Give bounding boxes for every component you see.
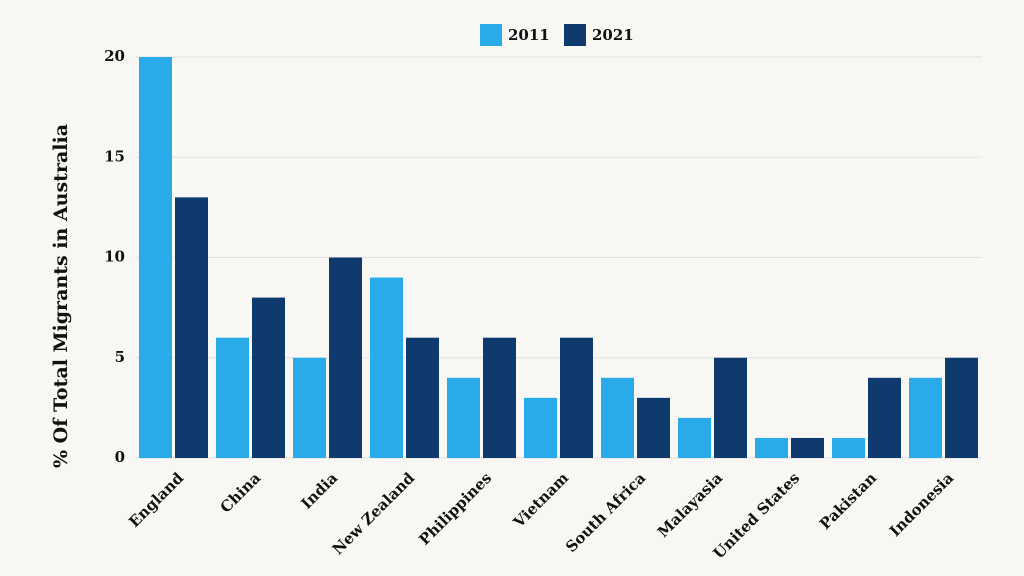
bar: [868, 377, 901, 458]
legend-label: 2021: [592, 26, 634, 44]
bar: [175, 197, 208, 458]
bar: [755, 437, 788, 458]
bar: [329, 257, 362, 458]
legend-swatch: [480, 24, 502, 46]
y-tick-label: 15: [104, 147, 125, 165]
bar: [832, 437, 865, 458]
y-tick-label: 5: [115, 348, 125, 366]
y-tick-label: 0: [115, 448, 125, 466]
bar: [791, 437, 824, 458]
bar: [370, 277, 403, 458]
bar: [139, 57, 172, 458]
y-tick-label: 20: [104, 47, 125, 65]
y-tick-label: 10: [104, 248, 125, 266]
bar: [216, 337, 249, 458]
bar: [524, 397, 557, 458]
bar: [637, 397, 670, 458]
legend-label: 2011: [508, 26, 550, 44]
y-axis-label: % Of Total Migrants in Australia: [50, 124, 72, 468]
bar: [945, 357, 978, 458]
legend-swatch: [564, 24, 586, 46]
bar: [601, 377, 634, 458]
bar: [714, 357, 747, 458]
bar: [252, 297, 285, 458]
bar: [678, 417, 711, 458]
bar: [447, 377, 480, 458]
bar: [406, 337, 439, 458]
bar: [560, 337, 593, 458]
bar: [293, 357, 326, 458]
bar: [909, 377, 942, 458]
bar: [483, 337, 516, 458]
